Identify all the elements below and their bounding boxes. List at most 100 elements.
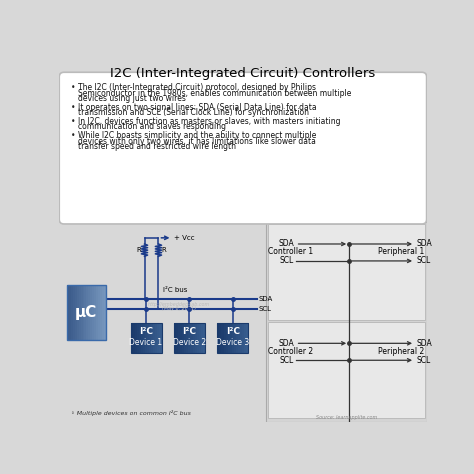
Text: SDA: SDA — [258, 296, 273, 302]
Text: In I2C, devices function as masters or slaves, with masters initiating: In I2C, devices function as masters or s… — [78, 117, 340, 126]
Bar — [174, 322, 205, 353]
Bar — [178, 322, 181, 353]
Bar — [67, 285, 106, 340]
Bar — [86, 285, 89, 340]
Bar — [94, 285, 96, 340]
Bar — [71, 285, 73, 340]
Bar — [242, 322, 245, 353]
Bar — [73, 285, 75, 340]
Text: I²C: I²C — [182, 327, 196, 336]
Bar — [182, 322, 185, 353]
Bar — [77, 285, 79, 340]
Text: SDA: SDA — [278, 339, 294, 348]
Bar — [238, 322, 240, 353]
Bar — [218, 322, 220, 353]
Bar — [130, 322, 133, 353]
Bar — [186, 322, 189, 353]
Text: SCL: SCL — [417, 256, 431, 265]
Bar — [75, 285, 77, 340]
Text: devices with only two wires, it has limitations like slower data: devices with only two wires, it has limi… — [78, 137, 316, 146]
Text: While I2C boasts simplicity and the ability to connect multiple: While I2C boasts simplicity and the abil… — [78, 131, 316, 140]
Bar — [149, 322, 152, 353]
Bar — [246, 322, 249, 353]
Bar — [226, 322, 228, 353]
Text: •: • — [71, 103, 75, 112]
Bar — [130, 322, 162, 353]
FancyBboxPatch shape — [59, 72, 427, 224]
Bar — [268, 224, 425, 320]
Bar — [88, 285, 91, 340]
Text: I²C bus: I²C bus — [163, 287, 188, 293]
Bar — [98, 285, 100, 340]
Text: Peripheral 1: Peripheral 1 — [378, 247, 424, 256]
Bar — [147, 322, 149, 353]
Bar — [221, 322, 224, 353]
Bar — [201, 322, 203, 353]
Bar — [224, 322, 226, 353]
Bar — [145, 322, 147, 353]
Text: SCL: SCL — [258, 306, 272, 312]
Bar — [96, 285, 99, 340]
Bar — [184, 322, 187, 353]
Bar — [230, 322, 232, 353]
Text: transmission and SCL (Serial Clock Line) for synchronization: transmission and SCL (Serial Clock Line)… — [78, 109, 309, 118]
Text: ◦ Multiple devices on common I²C bus: ◦ Multiple devices on common I²C bus — [71, 410, 191, 416]
Bar — [135, 322, 137, 353]
Text: •: • — [71, 131, 75, 140]
Bar — [174, 322, 176, 353]
Bar — [268, 322, 425, 418]
Bar — [266, 222, 427, 422]
Bar — [195, 322, 197, 353]
Bar — [137, 322, 139, 353]
Text: devices using just two wires: devices using just two wires — [78, 94, 186, 103]
Text: •: • — [71, 117, 75, 126]
Text: transfer speed and restricted wire length: transfer speed and restricted wire lengt… — [78, 142, 236, 151]
Text: Controller 1: Controller 1 — [268, 247, 314, 256]
Bar — [67, 285, 69, 340]
Text: Controller 2: Controller 2 — [268, 346, 314, 356]
Bar — [157, 322, 160, 353]
Bar — [228, 322, 230, 353]
Bar — [176, 322, 179, 353]
Bar — [92, 285, 94, 340]
Bar — [143, 322, 146, 353]
Bar — [155, 322, 158, 353]
Bar — [234, 322, 237, 353]
Bar — [100, 285, 102, 340]
Text: communication and slaves responding: communication and slaves responding — [78, 122, 226, 131]
Text: SDA: SDA — [417, 239, 432, 248]
Text: SCL: SCL — [417, 356, 431, 365]
Text: SCL: SCL — [280, 256, 294, 265]
Text: Semiconductor in the 1980s, enables communication between multiple: Semiconductor in the 1980s, enables comm… — [78, 89, 351, 98]
Bar — [199, 322, 201, 353]
Text: I²C: I²C — [139, 327, 153, 336]
Bar — [84, 285, 87, 340]
Text: Device 3: Device 3 — [216, 338, 249, 347]
Text: It operates on two signal lines: SDA (Serial Data Line) for data: It operates on two signal lines: SDA (Se… — [78, 103, 317, 112]
Text: http://embedded-lab.com: http://embedded-lab.com — [148, 302, 210, 307]
Text: Device 2: Device 2 — [173, 338, 206, 347]
Text: SDA: SDA — [417, 339, 432, 348]
Bar — [236, 322, 238, 353]
Bar — [219, 322, 222, 353]
Text: Source: learnapplite.com: Source: learnapplite.com — [316, 415, 377, 420]
Bar — [90, 285, 92, 340]
Bar — [189, 322, 191, 353]
Bar — [141, 322, 143, 353]
Text: Peripheral 2: Peripheral 2 — [378, 346, 424, 356]
Bar — [191, 322, 193, 353]
Bar — [81, 285, 83, 340]
Bar — [197, 322, 199, 353]
Bar — [82, 285, 85, 340]
Text: μC: μC — [75, 305, 98, 320]
Bar — [153, 322, 156, 353]
Bar — [102, 285, 104, 340]
Bar — [104, 285, 106, 340]
Text: SCL: SCL — [280, 356, 294, 365]
Text: I²C: I²C — [226, 327, 240, 336]
Text: R: R — [162, 247, 166, 253]
Bar — [159, 322, 162, 353]
Text: I2C (Inter-Integrated Circuit) Controllers: I2C (Inter-Integrated Circuit) Controlle… — [110, 67, 375, 80]
Text: SDA: SDA — [278, 239, 294, 248]
Bar — [79, 285, 81, 340]
